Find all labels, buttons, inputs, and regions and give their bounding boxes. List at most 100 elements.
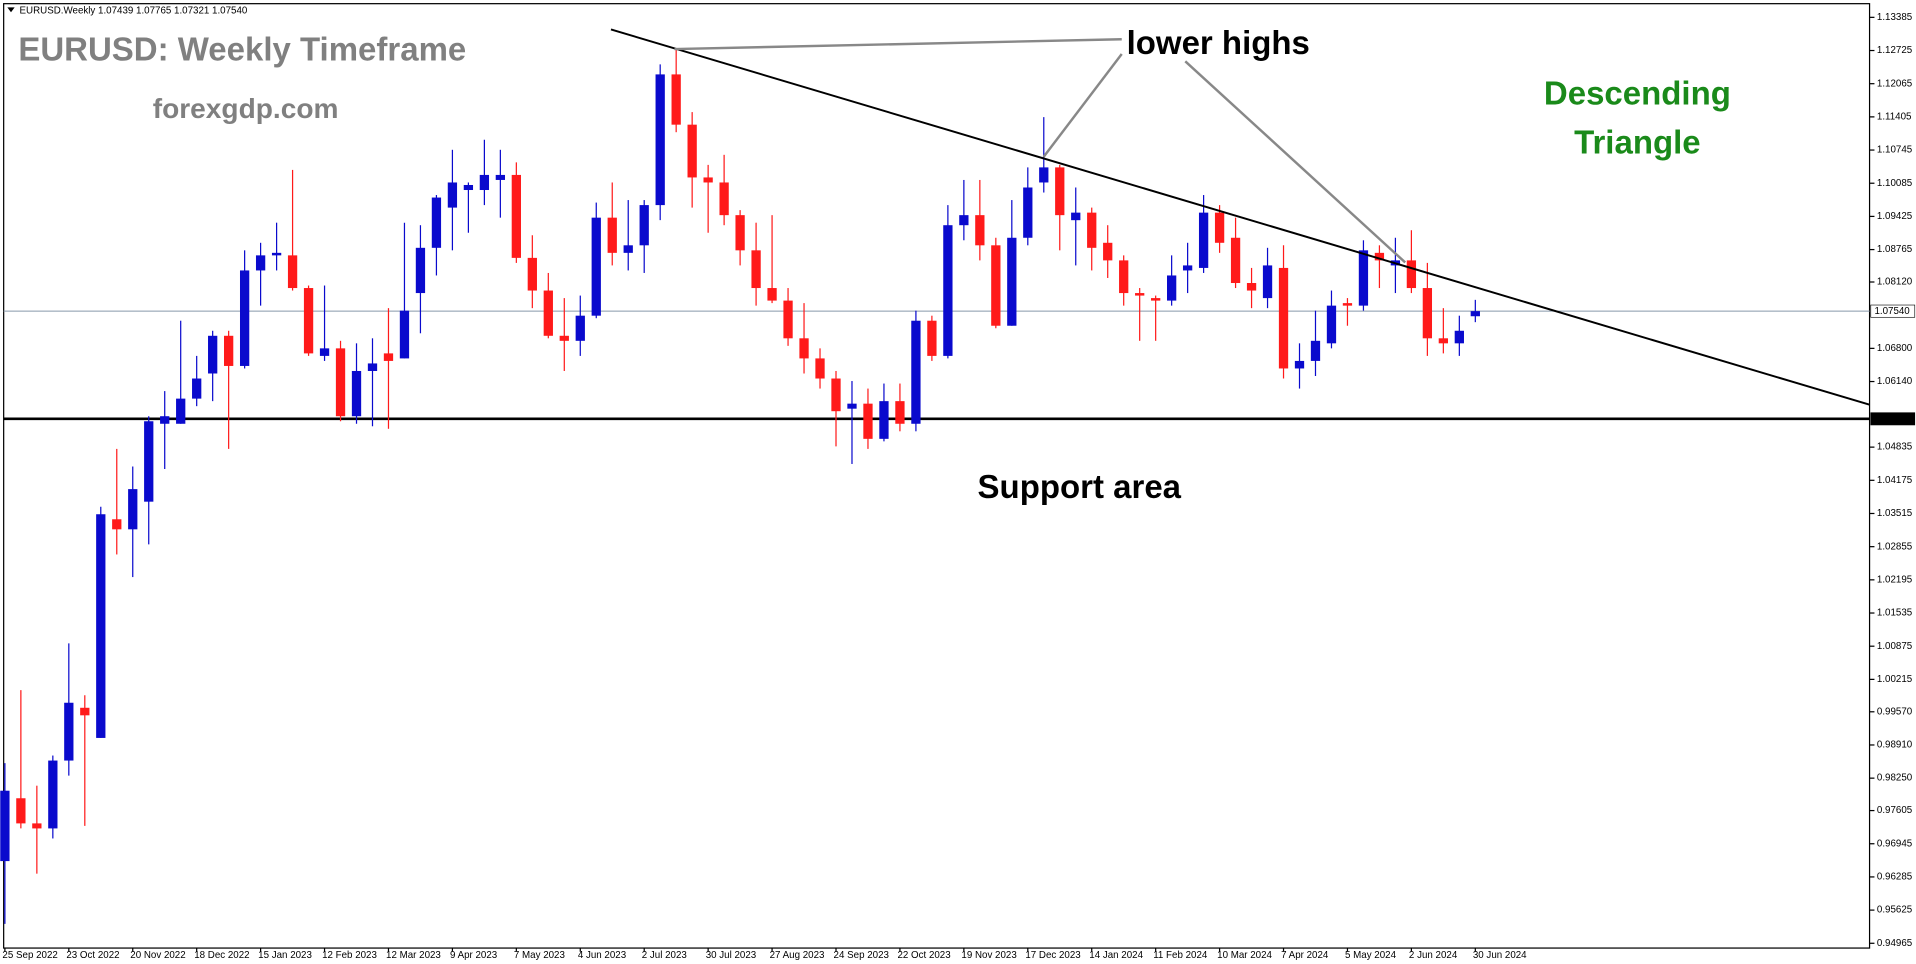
candle-body bbox=[176, 398, 186, 424]
x-tick-label: 2 Jun 2024 bbox=[1409, 950, 1458, 961]
candle-body bbox=[208, 335, 218, 374]
candle-body bbox=[1374, 252, 1385, 261]
candle-body bbox=[591, 217, 601, 316]
plot-frame bbox=[3, 3, 1871, 949]
candle-body bbox=[224, 335, 234, 366]
support-line-box bbox=[1870, 412, 1916, 426]
candle-body bbox=[1294, 360, 1305, 369]
candle-body bbox=[160, 416, 170, 424]
candle-body bbox=[735, 215, 745, 251]
candle-body bbox=[1262, 265, 1273, 299]
candle-body bbox=[927, 320, 937, 356]
y-tick-label: 1.02195 bbox=[1877, 574, 1913, 585]
y-tick-label: 1.13385 bbox=[1877, 12, 1913, 23]
trendline bbox=[610, 28, 1870, 406]
y-tick-label: 0.98910 bbox=[1877, 740, 1913, 751]
candle-body bbox=[831, 378, 841, 412]
candle-body bbox=[607, 217, 617, 253]
x-tick-label: 2 Jul 2023 bbox=[642, 950, 688, 961]
candle-body bbox=[319, 348, 330, 356]
x-tick-label: 15 Jan 2023 bbox=[258, 950, 312, 961]
candle-body bbox=[1087, 212, 1097, 248]
pattern-label: Triangle bbox=[1574, 124, 1700, 161]
candle-body bbox=[1119, 260, 1129, 294]
candle-body bbox=[687, 124, 697, 178]
candle-body bbox=[655, 74, 665, 206]
y-tick-label: 1.10745 bbox=[1877, 145, 1913, 156]
candle-body bbox=[719, 182, 729, 216]
x-tick-label: 10 Mar 2024 bbox=[1217, 950, 1272, 961]
candle-body bbox=[911, 320, 921, 424]
candle-body bbox=[383, 353, 394, 361]
candle-body bbox=[1071, 212, 1081, 221]
y-tick-label: 0.99570 bbox=[1877, 706, 1913, 717]
menu-arrow[interactable] bbox=[7, 7, 15, 13]
x-tick-label: 30 Jul 2023 bbox=[706, 950, 757, 961]
candle-body bbox=[863, 403, 873, 439]
y-tick-label: 1.01535 bbox=[1877, 608, 1913, 619]
x-tick-label: 12 Feb 2023 bbox=[322, 950, 377, 961]
candle-body bbox=[351, 370, 362, 417]
candle-body bbox=[527, 257, 537, 291]
candle-body bbox=[64, 702, 74, 761]
annotation: Support area bbox=[978, 469, 1182, 506]
x-tick-label: 24 Sep 2023 bbox=[834, 950, 890, 961]
y-tick-label: 1.06800 bbox=[1877, 343, 1913, 354]
candle-body bbox=[479, 174, 490, 191]
y-tick-label: 1.00215 bbox=[1877, 674, 1913, 685]
candle-body bbox=[1023, 187, 1033, 238]
candle-body bbox=[1103, 242, 1113, 261]
y-tick-label: 1.11405 bbox=[1877, 111, 1912, 122]
x-tick-label: 22 Oct 2023 bbox=[897, 950, 951, 961]
y-tick-label: 0.97605 bbox=[1877, 805, 1913, 816]
y-tick-label: 0.96945 bbox=[1877, 838, 1913, 849]
symbol-header: EURUSD.Weekly 1.07439 1.07765 1.07321 1.… bbox=[20, 6, 248, 17]
candle-body bbox=[703, 177, 713, 183]
x-tick-label: 23 Oct 2022 bbox=[66, 950, 119, 961]
y-tick-label: 1.09425 bbox=[1877, 211, 1913, 222]
chart-title: EURUSD: Weekly Timeframe bbox=[18, 31, 466, 68]
x-tick-label: 7 May 2023 bbox=[514, 950, 566, 961]
x-tick-label: 30 Jun 2024 bbox=[1473, 950, 1527, 961]
candle-body bbox=[1230, 237, 1241, 284]
candle-body bbox=[463, 184, 474, 191]
candle-body bbox=[1246, 283, 1257, 291]
candle-body bbox=[1151, 298, 1161, 301]
candle-body bbox=[1278, 267, 1289, 369]
candle-body bbox=[367, 363, 378, 371]
y-tick-label: 1.12725 bbox=[1877, 45, 1913, 56]
y-tick-label: 1.04175 bbox=[1877, 475, 1913, 486]
candle-body bbox=[1406, 260, 1417, 289]
candle-body bbox=[1182, 265, 1193, 271]
x-tick-label: 11 Feb 2024 bbox=[1153, 950, 1208, 961]
candle-body bbox=[399, 310, 410, 359]
candle-body bbox=[623, 245, 633, 253]
candle-body bbox=[1342, 303, 1353, 306]
candle-body bbox=[271, 252, 282, 256]
candle-body bbox=[1214, 212, 1225, 243]
candle-body bbox=[16, 798, 26, 824]
y-tick-label: 1.08120 bbox=[1877, 277, 1913, 288]
y-tick-label: 0.98250 bbox=[1877, 773, 1913, 784]
candle-body bbox=[543, 290, 553, 336]
y-tick-label: 1.02855 bbox=[1877, 541, 1913, 552]
candle-body bbox=[1039, 167, 1049, 183]
candle-body bbox=[287, 255, 298, 289]
candle-body bbox=[32, 823, 42, 829]
y-tick-label: 0.94965 bbox=[1877, 938, 1913, 949]
y-tick-label: 1.04835 bbox=[1877, 442, 1913, 453]
candle-body bbox=[80, 707, 90, 716]
x-tick-label: 14 Jan 2024 bbox=[1089, 950, 1143, 961]
candle-body bbox=[1310, 340, 1321, 361]
candle-body bbox=[815, 358, 825, 379]
candle-body bbox=[415, 247, 426, 294]
x-tick-label: 27 Aug 2023 bbox=[770, 950, 825, 961]
candle-body bbox=[1422, 288, 1433, 339]
candle-body bbox=[991, 245, 1001, 326]
candle-body bbox=[1198, 212, 1209, 268]
x-tick-label: 7 Apr 2024 bbox=[1281, 950, 1329, 961]
candle-body bbox=[847, 403, 857, 409]
